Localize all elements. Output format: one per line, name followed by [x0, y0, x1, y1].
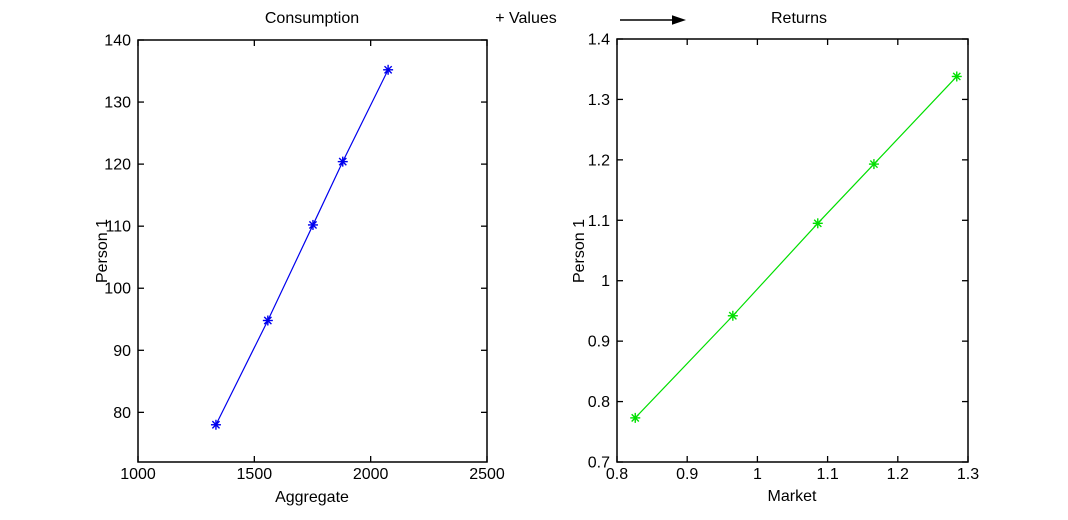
- y-tick-label: 80: [113, 405, 131, 422]
- plot2-axes-box: [616, 38, 969, 463]
- x-tick-label: 1500: [237, 466, 273, 483]
- x-tick-label: 1000: [120, 466, 156, 483]
- x-tick-label: 2500: [469, 466, 505, 483]
- x-tick-label: 2000: [353, 466, 389, 483]
- marker-stroke: [384, 65, 393, 74]
- plot1-axes-box: [137, 39, 488, 463]
- data-marker-asterisk: [262, 315, 273, 326]
- y-tick-label: 1.1: [588, 213, 610, 230]
- series-line: [215, 69, 389, 426]
- data-marker-asterisk: [812, 218, 823, 229]
- plot1-yaxis-label: Person 1: [94, 218, 111, 284]
- data-marker-asterisk: [337, 156, 348, 167]
- x-tick-label: 0.8: [606, 466, 628, 483]
- x-tick-label: 0.9: [676, 466, 698, 483]
- marker-stroke: [813, 219, 822, 228]
- y-tick-label: 120: [104, 157, 131, 174]
- data-marker-asterisk: [210, 419, 221, 430]
- data-marker-asterisk: [951, 71, 962, 82]
- y-tick-label: 1.2: [588, 152, 610, 169]
- x-tick-label: 1.1: [816, 466, 838, 483]
- y-tick-label: 1.3: [588, 92, 610, 109]
- y-tick-label: 100: [104, 281, 131, 298]
- y-tick-label: 1.4: [588, 32, 610, 49]
- y-tick-label: 90: [113, 343, 131, 360]
- y-tick-label: 0.9: [588, 334, 610, 351]
- plot2-xaxis-label: Market: [767, 488, 817, 505]
- marker-stroke: [728, 311, 737, 320]
- y-tick-label: 0.8: [588, 394, 610, 411]
- y-tick-label: 0.7: [588, 455, 610, 472]
- marker-stroke: [631, 413, 640, 422]
- plot2-yaxis-label: Person 1: [571, 218, 588, 284]
- y-tick-label: 1: [601, 273, 610, 290]
- y-tick-label: 110: [105, 219, 131, 236]
- data-marker-asterisk: [307, 219, 318, 230]
- arrow-annotation-head: [672, 15, 686, 25]
- plot1-xaxis-label: Aggregate: [275, 489, 349, 506]
- data-marker-asterisk: [727, 310, 738, 321]
- plot2-title: Returns: [770, 10, 828, 27]
- data-marker-asterisk: [383, 64, 394, 75]
- x-tick-label: 1.3: [957, 466, 979, 483]
- data-marker-asterisk: [630, 412, 641, 423]
- marker-stroke: [308, 220, 318, 230]
- data-marker-asterisk: [868, 159, 879, 170]
- plot1-title: Consumption: [264, 10, 360, 27]
- marker-stroke: [338, 157, 347, 166]
- marker-stroke: [869, 159, 879, 169]
- marker-stroke: [263, 316, 272, 325]
- marker-stroke: [211, 420, 221, 429]
- marker-stroke: [952, 72, 961, 81]
- series-line: [634, 76, 958, 419]
- x-tick-label: 1.2: [887, 466, 909, 483]
- y-tick-label: 140: [104, 33, 131, 50]
- values-annotation-label: + Values: [495, 10, 557, 27]
- y-tick-label: 130: [104, 95, 131, 112]
- x-tick-label: 1: [753, 466, 762, 483]
